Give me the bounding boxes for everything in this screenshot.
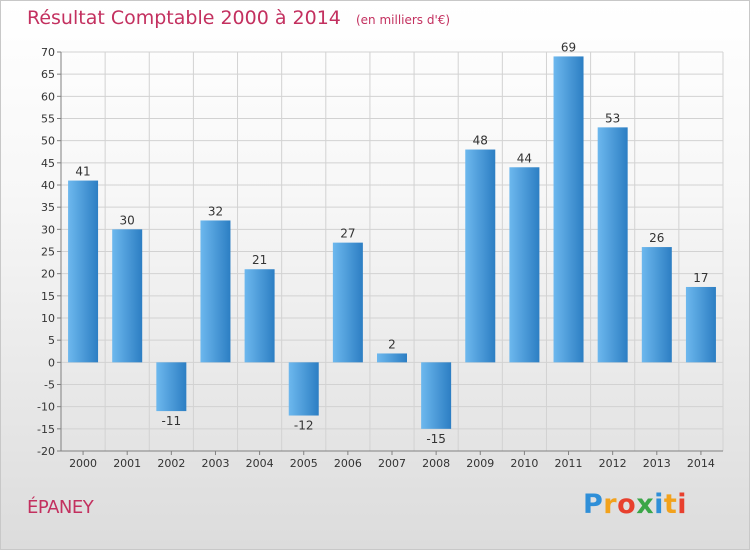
logo-letter: o [617, 489, 637, 520]
x-tick-label: 2013 [643, 457, 671, 470]
data-labels: 41 30 -11 32 21 -12 27 2 -15 48 44 69 53 26 17 [75, 40, 708, 445]
x-tick-label: 2010 [510, 457, 538, 470]
commune-name: ÉPANEY [27, 497, 94, 518]
bar-2005 [288, 362, 319, 416]
bar-2010 [509, 167, 540, 363]
y-tick-label: 25 [41, 246, 55, 259]
bar-2001 [112, 229, 143, 363]
bar-2002 [156, 362, 187, 412]
x-tick-label: 2003 [201, 457, 229, 470]
x-tick-label: 2009 [466, 457, 494, 470]
bar-2011 [553, 56, 584, 363]
x-tick-label: 2001 [113, 457, 141, 470]
y-tick-label: 50 [41, 135, 55, 148]
data-label-2010: 44 [517, 151, 532, 165]
y-tick-label: 0 [48, 356, 55, 369]
y-tick-label: -20 [37, 445, 55, 458]
bar-2000 [68, 180, 99, 363]
title-line: Résultat Comptable 2000 à 2014 (en milli… [27, 7, 450, 29]
x-tick-label: 2011 [555, 457, 583, 470]
y-tick-label: 40 [41, 179, 55, 192]
data-label-2007: 2 [388, 337, 396, 351]
x-tick-label: 2007 [378, 457, 406, 470]
logo-letter: P [583, 489, 604, 520]
data-label-2001: 30 [120, 213, 135, 227]
data-label-2009: 48 [473, 134, 488, 148]
bar-2013 [641, 247, 672, 363]
chart-unit: (en milliers d'€) [355, 13, 451, 27]
x-tick-label: 2000 [69, 457, 97, 470]
data-label-2005: -12 [294, 419, 314, 433]
y-tick-label: 30 [41, 223, 55, 236]
bar-2007 [377, 353, 407, 363]
y-tick-label: 70 [41, 46, 55, 59]
bars [68, 56, 716, 429]
data-label-2012: 53 [605, 111, 620, 125]
y-tick-label: 45 [41, 157, 55, 170]
data-label-2008: -15 [426, 432, 446, 446]
bar-2014 [685, 286, 716, 363]
logo-letter: x [636, 489, 655, 520]
logo-letter: t [663, 489, 678, 520]
logo-letter: i [654, 489, 664, 520]
y-tick-label: 60 [41, 90, 55, 103]
x-tick-label: 2004 [246, 457, 274, 470]
data-label-2011: 69 [561, 40, 576, 54]
bar-2012 [597, 127, 628, 363]
x-tick-labels: 2000 2001 2002 2003 2004 2005 2006 2007 2008 2009… [69, 457, 715, 470]
x-tick-label: 2005 [290, 457, 318, 470]
x-tick-label: 2008 [422, 457, 450, 470]
y-tick-label: 10 [41, 312, 55, 325]
y-tick-label: 15 [41, 290, 55, 303]
bar-2003 [200, 220, 231, 363]
chart-title: Résultat Comptable 2000 à 2014 [27, 7, 341, 29]
proxiti-logo: Proxiti [583, 489, 687, 520]
bar-2009 [465, 149, 496, 363]
x-tick-label: 2006 [334, 457, 362, 470]
x-tick-label: 2002 [157, 457, 185, 470]
data-label-2013: 26 [649, 231, 664, 245]
y-tick-label: -10 [37, 401, 55, 414]
x-tick-label: 2014 [687, 457, 715, 470]
y-tick-label: 65 [41, 68, 55, 81]
bar-2006 [332, 242, 363, 363]
y-tick-label: -5 [44, 379, 55, 392]
y-tick-label: 35 [41, 201, 55, 214]
axes [57, 51, 723, 455]
data-label-2000: 41 [75, 165, 90, 179]
x-tick-label: 2012 [599, 457, 627, 470]
data-label-2014: 17 [693, 271, 708, 285]
logo-letter: r [603, 489, 618, 520]
data-label-2003: 32 [208, 204, 223, 218]
y-tick-label: 20 [41, 268, 55, 281]
y-tick-label: -15 [37, 423, 55, 436]
y-tick-label: 55 [41, 113, 55, 126]
data-label-2002: -11 [162, 414, 182, 428]
data-label-2006: 27 [340, 227, 355, 241]
logo-letter: i [677, 489, 688, 520]
y-tick-label: 5 [48, 334, 55, 347]
bar-2004 [244, 269, 275, 363]
bar-2008 [421, 362, 452, 429]
data-label-2004: 21 [252, 253, 267, 267]
